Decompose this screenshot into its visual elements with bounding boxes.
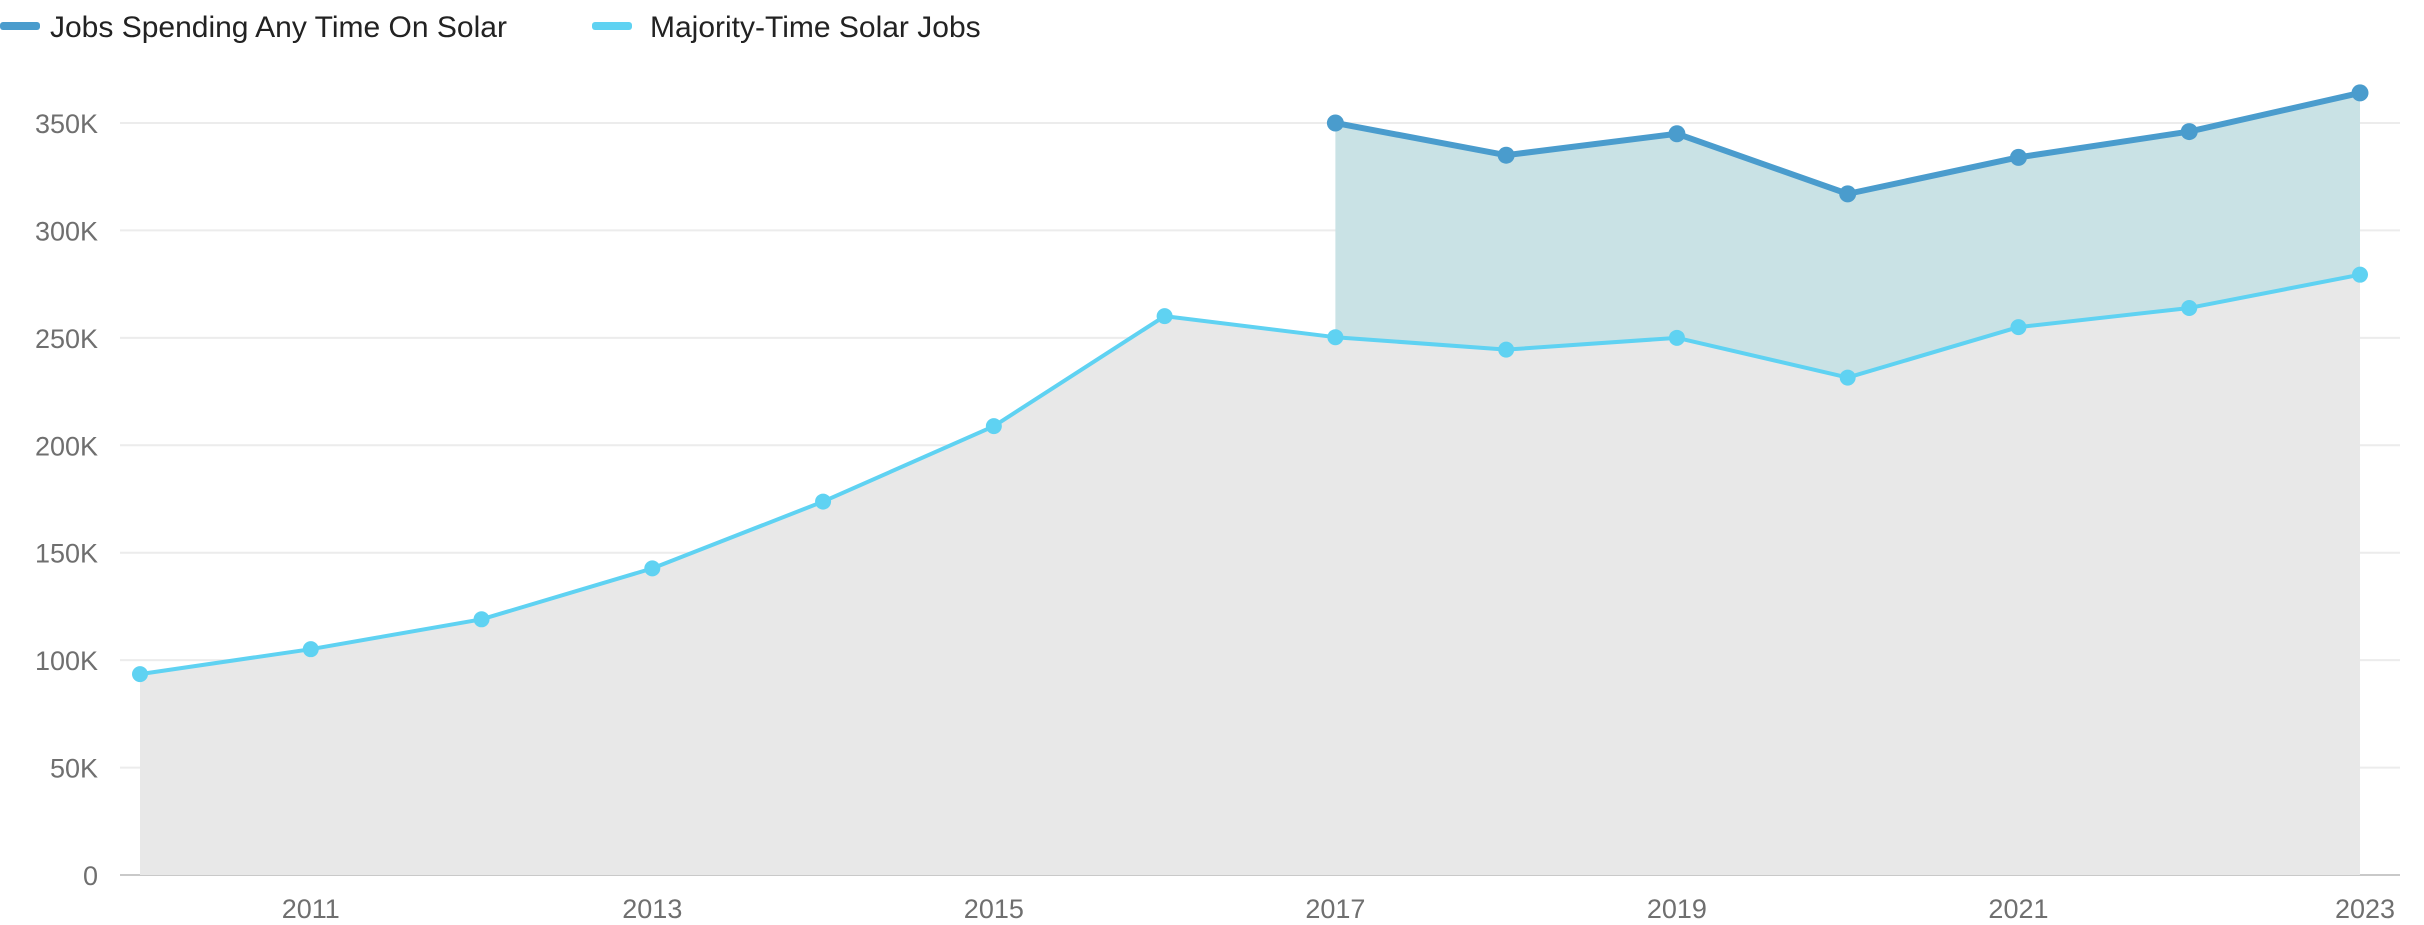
- y-tick-label: 0: [83, 861, 98, 891]
- point-any-time: [2009, 148, 2027, 166]
- area-any-time: [1335, 92, 2360, 378]
- x-tick-label: 2011: [282, 894, 340, 924]
- point-majority-time: [2181, 299, 2198, 316]
- y-tick-label: 150K: [35, 539, 98, 569]
- line-majority-time: [139, 272, 2361, 677]
- x-tick-label: 2013: [622, 894, 682, 924]
- point-majority-time: [1839, 369, 1856, 386]
- x-tick-label: 2023: [2335, 894, 2395, 924]
- point-majority-time: [132, 666, 148, 683]
- plot-area: 0 50K 100K 150K 200K 250K 300K 350K 2011 2013 2015…: [35, 84, 2400, 924]
- point-any-time: [1326, 114, 1344, 132]
- legend-swatch-majority-time: [592, 22, 632, 30]
- area-majority-time: [140, 274, 2360, 875]
- chart-legend: Jobs Spending Any Time On Solar Majority…: [0, 11, 981, 44]
- x-tick-label: 2019: [1647, 894, 1707, 924]
- x-tick-label: 2017: [1305, 894, 1365, 924]
- legend-label-any-time: Jobs Spending Any Time On Solar: [50, 11, 507, 44]
- point-majority-time: [985, 418, 1002, 435]
- point-majority-time: [1327, 329, 1344, 346]
- x-axis-ticks: 2011 2013 2015 2017 2019 2021 2023: [282, 894, 2395, 924]
- y-tick-label: 350K: [35, 109, 98, 139]
- point-majority-time: [2010, 319, 2027, 336]
- legend-item-majority-time[interactable]: Majority-Time Solar Jobs: [592, 11, 981, 44]
- point-any-time: [1839, 185, 1857, 203]
- legend-item-any-time[interactable]: Jobs Spending Any Time On Solar: [0, 11, 507, 44]
- y-tick-label: 300K: [35, 216, 98, 246]
- y-tick-label: 100K: [35, 646, 98, 676]
- point-majority-time: [1498, 341, 1515, 358]
- legend-swatch-any-time: [0, 22, 40, 30]
- point-majority-time: [815, 493, 832, 510]
- y-tick-label: 200K: [35, 431, 98, 461]
- point-any-time: [1497, 146, 1515, 164]
- y-tick-label: 50K: [50, 754, 98, 784]
- point-any-time: [2180, 123, 2198, 141]
- y-tick-label: 250K: [35, 324, 98, 354]
- point-any-time: [2351, 84, 2369, 102]
- point-majority-time: [644, 560, 661, 577]
- point-majority-time: [1156, 308, 1173, 325]
- x-tick-label: 2021: [1988, 894, 2048, 924]
- x-tick-label: 2015: [964, 894, 1024, 924]
- point-majority-time: [473, 611, 490, 628]
- point-any-time: [1668, 125, 1686, 143]
- y-axis-ticks: 0 50K 100K 150K 200K 250K 300K 350K: [35, 109, 98, 891]
- point-majority-time: [2352, 266, 2368, 283]
- point-majority-time: [302, 641, 319, 658]
- point-majority-time: [1668, 329, 1685, 346]
- legend-label-majority-time: Majority-Time Solar Jobs: [650, 11, 981, 44]
